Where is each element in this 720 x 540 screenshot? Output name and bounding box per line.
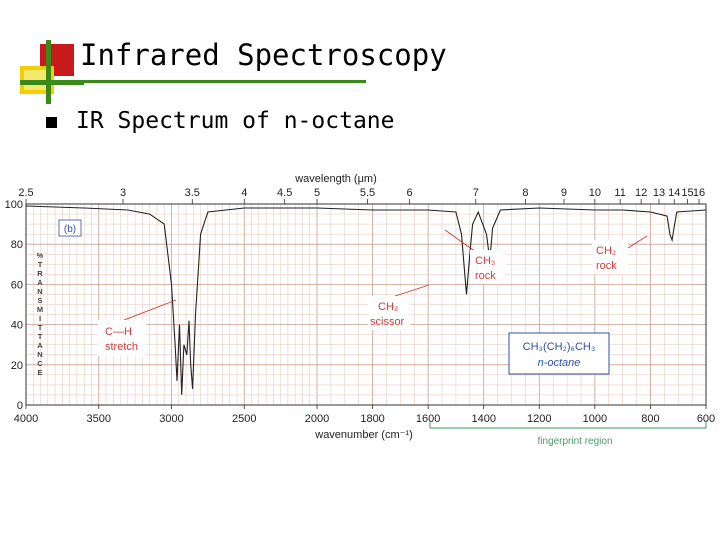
y-tick-label: 100 (5, 199, 23, 211)
x-tick-label: 3500 (87, 413, 111, 425)
top-tick-label: 3.5 (185, 187, 200, 199)
y-axis-letter: C (37, 359, 43, 368)
x-tick-label: 2500 (232, 413, 256, 425)
y-axis-letter: S (37, 296, 42, 305)
top-tick-label: 3 (120, 187, 126, 199)
top-tick-label: 14 (668, 187, 680, 199)
plot-frame (25, 203, 707, 406)
ch3-rock-leader (444, 229, 477, 253)
ch2-scissor-label-2: scissor (370, 316, 405, 328)
ch-stretch-label-2: stretch (105, 341, 138, 353)
top-axis-label: wavelength (μm) (294, 173, 377, 185)
top-tick-label: 4 (241, 187, 247, 199)
top-tick-label: 11 (614, 187, 625, 199)
top-tick-label: 4.5 (277, 187, 292, 199)
y-axis-letter: M (37, 305, 43, 314)
y-axis-letter: T (38, 332, 43, 341)
ch2-rock-label-2: rock (596, 260, 617, 272)
y-tick-label: 0 (17, 400, 23, 412)
bullet-text: IR Spectrum of n-octane (76, 108, 395, 134)
x-tick-label: 4000 (14, 413, 38, 425)
ir-spectrum-chart: 2.5 3 3.5 4 4.5 5 5.5 6 7 8 9 10 11 12 13 14 15 16 4000 35… (5, 173, 716, 447)
bullet-icon (46, 117, 57, 128)
x-axis-label: wavenumber (cm⁻¹) (314, 429, 413, 441)
chart-frame (25, 203, 707, 406)
formula-text: CH₃(CH₂)₆CH₃ (523, 341, 596, 353)
top-tick-label: 9 (561, 187, 567, 199)
top-tick-label: 6 (407, 187, 413, 199)
title-underline (56, 80, 366, 83)
y-axis-letter: A (37, 278, 43, 287)
y-axis-letter: I (39, 314, 41, 323)
x-tick-label: 1400 (471, 413, 495, 425)
y-axis-letter: % (37, 251, 44, 260)
ch2-rock-label: CH₂ (596, 245, 616, 257)
top-tick-label: 2.5 (18, 187, 33, 199)
panel-label-box (58, 219, 82, 237)
y-axis-letter: R (37, 269, 43, 278)
ch3-rock-label: CH₃ (475, 255, 495, 267)
x-tick-label: 3000 (159, 413, 183, 425)
y-tick-label: 80 (11, 239, 23, 251)
ch-stretch-label: C—H (105, 326, 132, 338)
y-tick-label: 60 (11, 279, 23, 291)
compound-name: n-octane (538, 357, 581, 369)
top-tick-label: 16 (693, 187, 705, 199)
ch-stretch-leader (123, 299, 177, 321)
panel-label: (b) (64, 224, 76, 235)
x-tick-label: 600 (697, 413, 715, 425)
top-tick-label: 13 (653, 187, 665, 199)
slide-logo-icon (20, 40, 84, 104)
x-tick-label: 2000 (305, 413, 329, 425)
fingerprint-bracket (429, 420, 707, 429)
y-axis-letter: E (37, 368, 42, 377)
ch3-rock-label-2: rock (475, 270, 496, 282)
y-axis-letter: N (37, 350, 42, 359)
top-tick-label: 12 (635, 187, 647, 199)
top-tick-label: 8 (522, 187, 528, 199)
y-axis-letter: N (37, 287, 42, 296)
top-tick-label: 10 (589, 187, 601, 199)
top-tick-label: 7 (473, 187, 479, 199)
x-tick-label: 1800 (360, 413, 384, 425)
y-axis-letter: T (38, 260, 43, 269)
ch2-rock-leader (627, 235, 648, 249)
x-tick-label: 1000 (583, 413, 607, 425)
y-tick-label: 20 (11, 360, 23, 372)
left-axis-ticks: 0 20 40 60 80 100 (5, 199, 23, 412)
top-axis-ticks: 2.5 3 3.5 4 4.5 5 5.5 6 7 8 9 10 11 12 13 14 15 16 (18, 187, 705, 204)
spectrum-trace (25, 205, 707, 395)
fingerprint-label: fingerprint region (537, 436, 612, 447)
x-tick-label: 1200 (527, 413, 551, 425)
x-tick-label: 800 (641, 413, 659, 425)
x-tick-label: 1600 (416, 413, 440, 425)
bottom-axis-ticks: 4000 3500 3000 2500 2000 1800 1600 1400 1200 1000… (14, 405, 715, 425)
ch2-scissor-label: CH₂ (378, 301, 398, 313)
y-tick-label: 40 (11, 320, 23, 332)
y-axis-letter: A (37, 341, 43, 350)
y-axis-letter: T (38, 323, 43, 332)
slide-title: Infrared Spectroscopy (80, 38, 447, 72)
top-tick-label: 15 (681, 187, 693, 199)
formula-box (508, 332, 610, 375)
top-tick-label: 5.5 (360, 187, 375, 199)
top-tick-label: 5 (314, 187, 320, 199)
chart-grid (25, 203, 707, 406)
